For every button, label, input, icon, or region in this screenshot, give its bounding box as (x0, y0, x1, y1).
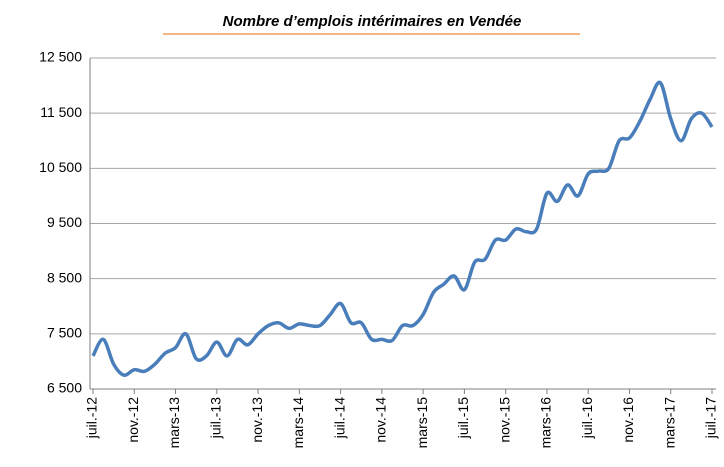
data-line (91, 80, 714, 378)
x-tick-label: juil.-17 (703, 397, 719, 439)
x-tick-label: juil.-16 (579, 397, 595, 439)
y-tick-label: 10 500 (39, 159, 82, 175)
x-tick-label: juil.-12 (84, 397, 100, 439)
chart-title: Nombre d’emplois intérimaires en Vendée (223, 13, 522, 30)
x-tick-label: mars-16 (538, 397, 554, 449)
y-tick-label: 8 500 (47, 269, 82, 285)
x-tick-label: nov.-15 (496, 397, 512, 443)
x-tick-label: juil.-14 (331, 397, 347, 439)
y-tick-label: 11 500 (40, 104, 82, 120)
x-tick-label: nov.-16 (620, 397, 636, 443)
x-tick-label: juil.-15 (455, 397, 471, 439)
y-tick-label: 6 500 (47, 380, 82, 396)
y-tick-label: 7 500 (47, 325, 82, 341)
x-tick-label: mars-14 (290, 397, 306, 449)
x-tick-label: nov.-14 (373, 397, 389, 443)
x-tick-label: mars-13 (166, 397, 182, 449)
y-tick-label: 9 500 (47, 214, 82, 230)
x-tick-label: juil.-13 (208, 397, 224, 439)
y-tick-label: 12 500 (39, 49, 82, 65)
x-tick-label: nov.-12 (125, 397, 141, 443)
x-tick-label: nov.-13 (249, 397, 265, 443)
x-tick-label: mars-15 (414, 397, 430, 449)
x-tick-label: mars-17 (661, 397, 677, 449)
